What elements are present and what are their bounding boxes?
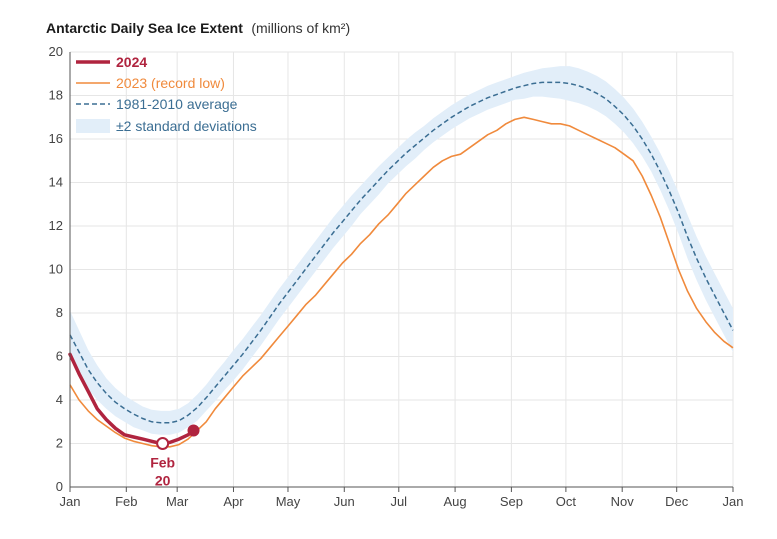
title-units: (millions of km²)	[251, 20, 350, 36]
legend-label-band: ±2 standard deviations	[116, 118, 257, 134]
grid	[70, 51, 734, 487]
legend-label-average: 1981-2010 average	[116, 96, 238, 112]
x-tick-label: Aug	[444, 494, 467, 509]
y-tick-label: 8	[56, 305, 63, 320]
title-main: Antarctic Daily Sea Ice Extent	[46, 20, 243, 36]
y-tick-label: 4	[56, 392, 63, 407]
y-tick-label: 2	[56, 436, 63, 451]
axes: 0 2 4 6 8 10 12 14 16 18 20 Jan Feb Mar Apr May Jun Jul Au…	[49, 44, 744, 509]
x-tick-label: Feb	[115, 494, 137, 509]
y-tick-label: 14	[49, 175, 63, 190]
series-average-line	[69, 81, 734, 424]
latest-value-marker	[187, 424, 200, 437]
x-tick-label: Jan	[60, 494, 81, 509]
y-tick-label: 18	[49, 88, 63, 103]
series-2024-line	[68, 352, 196, 446]
x-tick-label: Sep	[500, 494, 523, 509]
y-tick-label: 12	[49, 218, 63, 233]
legend-swatch-band	[76, 119, 110, 133]
y-tick-label: 16	[49, 131, 63, 146]
chart-title: Antarctic Daily Sea Ice Extent (millions…	[46, 20, 350, 37]
minimum-marker	[156, 437, 170, 450]
x-tick-label: Nov	[611, 494, 635, 509]
y-tick-label: 0	[56, 479, 63, 494]
x-tick-label: Oct	[556, 494, 577, 509]
markers: Feb 20	[150, 424, 200, 489]
y-tick-label: 10	[49, 262, 63, 277]
y-tick-label: 20	[49, 44, 63, 59]
y-tick-label: 6	[56, 349, 63, 364]
minimum-label-day: 20	[155, 473, 171, 489]
minimum-label-month: Feb	[150, 455, 175, 471]
x-tick-label: May	[276, 494, 301, 509]
legend: 2024 2023 (record low) 1981-2010 average ±2…	[76, 54, 257, 134]
x-tick-label: Dec	[665, 494, 689, 509]
series-2023-line	[69, 116, 734, 448]
x-tick-label: Apr	[223, 494, 244, 509]
x-tick-label: Jan	[723, 494, 744, 509]
x-tick-label: Jun	[334, 494, 355, 509]
x-tick-label: Mar	[166, 494, 189, 509]
legend-label-2023: 2023 (record low)	[116, 75, 225, 91]
x-tick-label: Jul	[390, 494, 407, 509]
series-lines	[68, 81, 734, 448]
legend-label-2024: 2024	[116, 54, 147, 70]
